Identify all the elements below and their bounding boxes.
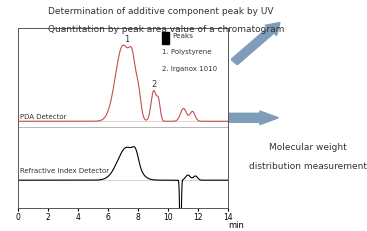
Text: 1. Polystyrene: 1. Polystyrene bbox=[161, 49, 211, 55]
Text: Molecular weight: Molecular weight bbox=[269, 143, 347, 152]
Text: 2: 2 bbox=[151, 80, 157, 89]
Text: Refractive Index Detector: Refractive Index Detector bbox=[21, 168, 110, 174]
Bar bbox=[161, 32, 169, 44]
Text: PDA Detector: PDA Detector bbox=[21, 114, 67, 120]
X-axis label: min: min bbox=[228, 221, 244, 230]
Text: distribution measurement: distribution measurement bbox=[249, 162, 367, 171]
Text: 1: 1 bbox=[124, 35, 129, 44]
Text: Quantitation by peak area value of a chromatogram: Quantitation by peak area value of a chr… bbox=[48, 25, 284, 34]
FancyArrow shape bbox=[229, 111, 279, 125]
Text: Determination of additive component peak by UV: Determination of additive component peak… bbox=[48, 7, 273, 16]
FancyArrow shape bbox=[231, 22, 280, 65]
Text: Peaks: Peaks bbox=[172, 33, 193, 39]
Text: 2. Irganox 1010: 2. Irganox 1010 bbox=[161, 66, 217, 72]
